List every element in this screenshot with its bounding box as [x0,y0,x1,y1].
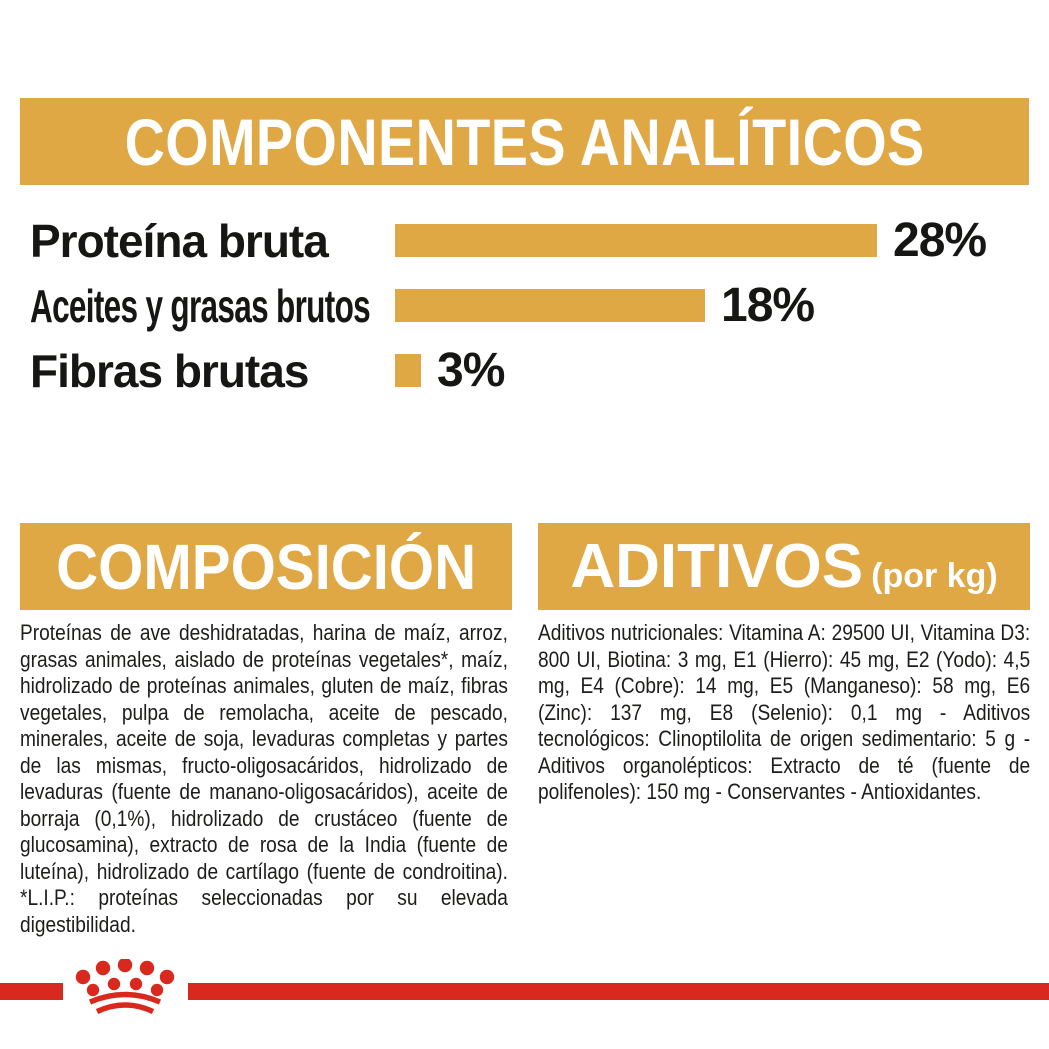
chart-label-protein: Proteína bruta [30,214,329,267]
chart-value-fibre: 3% [437,344,505,397]
chart-row-fibre: Fibras brutas 3% [0,338,1049,403]
additives-title-suffix: (por kg) [871,557,998,595]
chart-bar-fat [395,289,705,322]
chart-row-fat: Aceites y grasas brutos 18% [0,273,1049,338]
composition-text: Proteínas de ave deshidratadas, harina d… [20,620,508,937]
chart-label-fat: Aceites y grasas brutos [30,279,371,332]
analytical-components-title: COMPONENTES ANALÍTICOS [124,104,925,179]
chart-bar-protein [395,224,877,257]
composition-title: COMPOSICIÓN [56,530,476,603]
additives-banner: ADITIVOS (por kg) [538,523,1030,610]
chart-value-protein: 28% [893,214,987,267]
analytical-components-banner: COMPONENTES ANALÍTICOS [20,98,1029,185]
additives-title: ADITIVOS [570,532,864,601]
footer-rule-right [188,983,1049,1000]
royal-canin-crown-icon [75,959,175,1015]
chart-value-fat: 18% [721,279,815,332]
composition-banner: COMPOSICIÓN [20,523,512,610]
chart-row-protein: Proteína bruta 28% [0,208,1049,273]
footer-rule-left [0,983,63,1000]
chart-bar-fibre [395,354,421,387]
additives-text: Aditivos nutricionales: Vitamina A: 2950… [538,620,1031,804]
chart-label-fibre: Fibras brutas [30,344,309,397]
analytical-components-chart: Proteína bruta 28% Aceites y grasas brut… [0,208,1049,403]
additives-title-group: ADITIVOS (por kg) [570,531,997,602]
